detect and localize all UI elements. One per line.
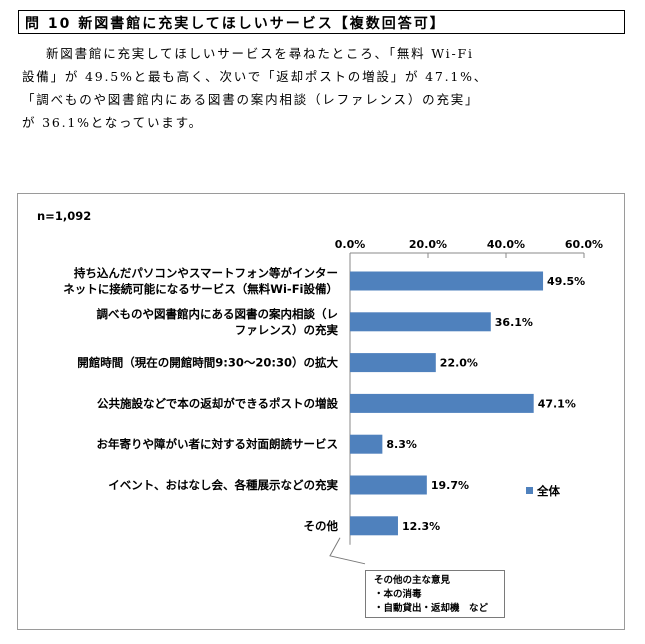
bar-value-label: 22.0%	[440, 357, 478, 370]
chart-frame	[17, 193, 625, 630]
bar-value-label: 49.5%	[547, 275, 585, 288]
callout-title: その他の主な意見	[374, 575, 451, 586]
category-label: ファレンス）の充実	[235, 323, 339, 337]
description-line: 「調べものや図書館内にある図書の案内相談（レファレンス）の充実」	[22, 92, 480, 107]
bar	[350, 271, 544, 291]
bar-value-label: 47.1%	[538, 397, 576, 410]
bar	[350, 353, 436, 373]
bar	[350, 393, 534, 413]
x-tick-label: 0.0%	[335, 238, 366, 251]
bar-value-label: 8.3%	[386, 438, 417, 451]
category-label: お年寄りや障がい者に対する対面朗読サービス	[97, 437, 339, 451]
bar	[350, 475, 427, 495]
description: 新図書館に充実してほしいサービスを尋ねたところ、「無料 Wi-Fi 設備」が 4…	[22, 42, 630, 134]
other-opinions-callout: その他の主な意見 ・本の消毒 ・自動貸出・返却機 など	[365, 570, 505, 618]
category-label: イベント、おはなし会、各種展示などの充実	[108, 478, 338, 492]
category-label: ネットに接続可能になるサービス（無料Wi-Fi設備）	[63, 282, 338, 296]
bar	[350, 516, 398, 536]
bar-value-label: 19.7%	[431, 479, 469, 492]
category-label: 開館時間（現在の開館時間9:30～20:30）の拡大	[77, 356, 338, 370]
category-label: 公共施設などで本の返却ができるポストの増設	[97, 396, 339, 410]
bar	[350, 434, 383, 454]
description-line: が 36.1%となっています。	[22, 115, 203, 130]
legend-swatch	[526, 487, 533, 494]
category-label: その他	[304, 519, 339, 533]
sample-size-label: n=1,092	[37, 209, 91, 223]
x-tick-label: 20.0%	[409, 238, 447, 251]
bar	[350, 312, 491, 332]
callout-item: ・自動貸出・返却機 など	[374, 603, 489, 614]
category-label: 調べものや図書館内にある図書の案内相談（レ	[97, 307, 339, 321]
x-tick-label: 40.0%	[487, 238, 525, 251]
description-line: 新図書館に充実してほしいサービスを尋ねたところ、「無料 Wi-Fi	[46, 46, 474, 61]
question-title-box: 問 10 新図書館に充実してほしいサービス【複数回答可】	[18, 10, 625, 34]
callout-item: ・本の消毒	[374, 589, 422, 600]
bar-value-label: 36.1%	[495, 316, 533, 329]
callout-pointer	[329, 537, 366, 565]
bar-value-label: 12.3%	[402, 520, 440, 533]
category-label: 持ち込んだパソコンやスマートフォン等がインター	[74, 266, 338, 280]
question-title: 問 10 新図書館に充実してほしいサービス【複数回答可】	[25, 16, 446, 32]
x-tick-label: 60.0%	[565, 238, 603, 251]
legend-label: 全体	[536, 484, 560, 498]
description-line: 設備」が 49.5%と最も高く、次いで「返却ポストの増設」が 47.1%、	[22, 69, 489, 84]
